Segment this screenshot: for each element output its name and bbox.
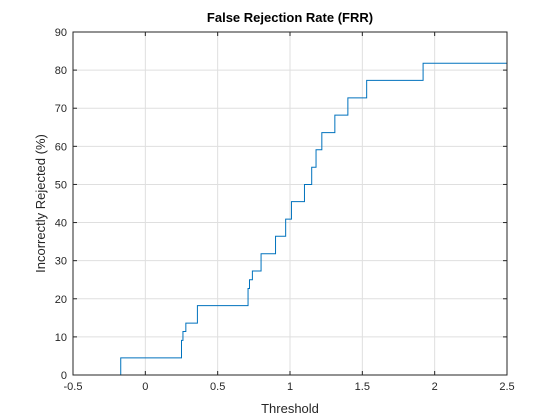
y-tick-label: 30 <box>55 256 67 268</box>
y-tick-label: 90 <box>55 27 67 39</box>
x-ticks: -0.5 0 0.5 1 1.5 2 2.5 <box>64 32 515 393</box>
y-tick-label: 10 <box>55 332 67 344</box>
y-tick-label: 60 <box>55 141 67 153</box>
y-axis-label: Incorrectly Rejected (%) <box>33 134 48 273</box>
y-tick-label: 50 <box>55 179 67 191</box>
x-tick-label: 2 <box>432 381 438 393</box>
x-tick-label: -0.5 <box>64 381 83 393</box>
x-tick-label: 0.5 <box>210 381 225 393</box>
frr-step-line <box>73 62 507 376</box>
y-tick-label: 70 <box>55 103 67 115</box>
chart-title: False Rejection Rate (FRR) <box>207 10 373 25</box>
x-tick-label: 2.5 <box>499 381 514 393</box>
x-tick-label: 1 <box>287 381 293 393</box>
x-tick-label: 1.5 <box>355 381 370 393</box>
x-axis-label: Threshold <box>261 401 319 416</box>
series-layer <box>73 62 507 376</box>
y-tick-label: 0 <box>61 370 67 382</box>
x-tick-label: 0 <box>142 381 148 393</box>
y-ticks: 0 10 20 30 40 50 60 70 80 90 <box>55 27 507 382</box>
y-tick-label: 80 <box>55 65 67 77</box>
y-tick-label: 40 <box>55 218 67 230</box>
y-tick-label: 20 <box>55 294 67 306</box>
